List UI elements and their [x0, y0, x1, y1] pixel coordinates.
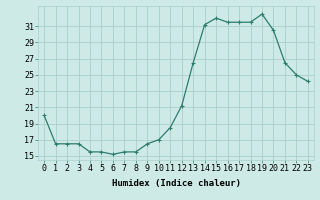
X-axis label: Humidex (Indice chaleur): Humidex (Indice chaleur) [111, 179, 241, 188]
